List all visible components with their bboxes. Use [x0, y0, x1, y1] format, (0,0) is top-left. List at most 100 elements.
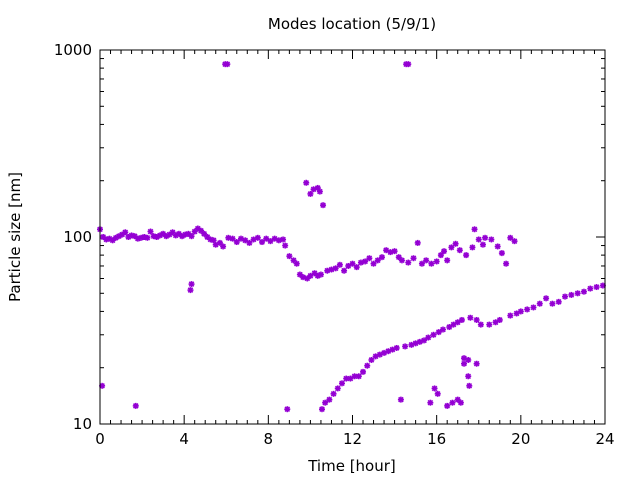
- data-point: [441, 248, 448, 255]
- data-point: [119, 231, 126, 238]
- data-point: [503, 260, 510, 267]
- data-point: [414, 239, 421, 246]
- data-point: [555, 298, 562, 305]
- data-point: [430, 331, 437, 338]
- data-point: [452, 240, 459, 247]
- data-point: [427, 399, 434, 406]
- data-point: [318, 406, 325, 413]
- data-point: [461, 360, 468, 367]
- data-point: [229, 235, 236, 242]
- data-point: [397, 396, 404, 403]
- data-point: [418, 260, 425, 267]
- data-point: [286, 253, 293, 260]
- data-point: [307, 190, 314, 197]
- x-tick-label: 12: [343, 430, 362, 448]
- data-point: [316, 188, 323, 195]
- data-point: [224, 61, 231, 68]
- data-point: [450, 321, 457, 328]
- data-point: [498, 250, 505, 257]
- data-point: [341, 267, 348, 274]
- data-point: [201, 230, 208, 237]
- data-point: [242, 237, 249, 244]
- data-point: [317, 271, 324, 278]
- data-point: [486, 321, 493, 328]
- y-tick-label: 100: [63, 228, 92, 246]
- data-point: [507, 312, 514, 319]
- data-point: [456, 247, 463, 254]
- data-point: [370, 260, 377, 267]
- x-tick-label: 16: [427, 430, 446, 448]
- data-point: [353, 264, 360, 271]
- data-point: [303, 179, 310, 186]
- data-point: [144, 234, 151, 241]
- data-point: [99, 382, 106, 389]
- data-point: [160, 230, 167, 237]
- data-point: [405, 61, 412, 68]
- data-point: [524, 306, 531, 313]
- data-point: [482, 234, 489, 241]
- data-point: [465, 356, 472, 363]
- data-point: [410, 255, 417, 262]
- data-point: [511, 238, 518, 245]
- data-point: [496, 316, 503, 323]
- data-point: [473, 360, 480, 367]
- data-point: [449, 399, 456, 406]
- data-point: [393, 344, 400, 351]
- data-point: [259, 239, 266, 246]
- data-point: [587, 285, 594, 292]
- data-point: [562, 293, 569, 300]
- data-point: [364, 362, 371, 369]
- data-point: [132, 402, 139, 409]
- x-tick-label: 24: [595, 430, 614, 448]
- data-point: [465, 373, 472, 380]
- data-point: [320, 202, 327, 209]
- data-point: [479, 241, 486, 248]
- data-point: [421, 337, 428, 344]
- data-point: [477, 321, 484, 328]
- data-point: [446, 324, 453, 331]
- data-point: [444, 257, 451, 264]
- data-point: [338, 380, 345, 387]
- x-tick-label: 4: [179, 430, 189, 448]
- data-point: [284, 406, 291, 413]
- data-point: [391, 248, 398, 255]
- data-point: [334, 385, 341, 392]
- data-point: [517, 308, 524, 315]
- data-point: [330, 390, 337, 397]
- data-point: [188, 281, 195, 288]
- y-axis-label: Particle size [nm]: [6, 172, 24, 302]
- data-point: [246, 239, 253, 246]
- data-point: [439, 326, 446, 333]
- data-point: [398, 257, 405, 264]
- data-point: [574, 290, 581, 297]
- data-point: [360, 368, 367, 375]
- data-point: [425, 334, 432, 341]
- data-point: [549, 300, 556, 307]
- data-point: [568, 291, 575, 298]
- data-point: [355, 373, 362, 380]
- data-point: [402, 343, 409, 350]
- data-point: [254, 234, 261, 241]
- data-point: [188, 233, 195, 240]
- data-point: [368, 356, 375, 363]
- data-point: [322, 399, 329, 406]
- data-point: [458, 316, 465, 323]
- data-point: [467, 314, 474, 321]
- plot-frame: [99, 49, 606, 425]
- data-point: [433, 258, 440, 265]
- data-point: [448, 244, 455, 251]
- data-point: [475, 236, 482, 243]
- data-point: [513, 310, 520, 317]
- x-tick-label: 20: [511, 430, 530, 448]
- data-point: [473, 316, 480, 323]
- data-point: [543, 295, 550, 302]
- data-points: [97, 61, 606, 413]
- data-point: [536, 300, 543, 307]
- y-tick-label: 10: [73, 415, 92, 433]
- data-point: [494, 243, 501, 250]
- data-point: [187, 287, 194, 294]
- data-point: [469, 244, 476, 251]
- chart-title: Modes location (5/9/1): [268, 15, 436, 33]
- data-point: [349, 260, 356, 267]
